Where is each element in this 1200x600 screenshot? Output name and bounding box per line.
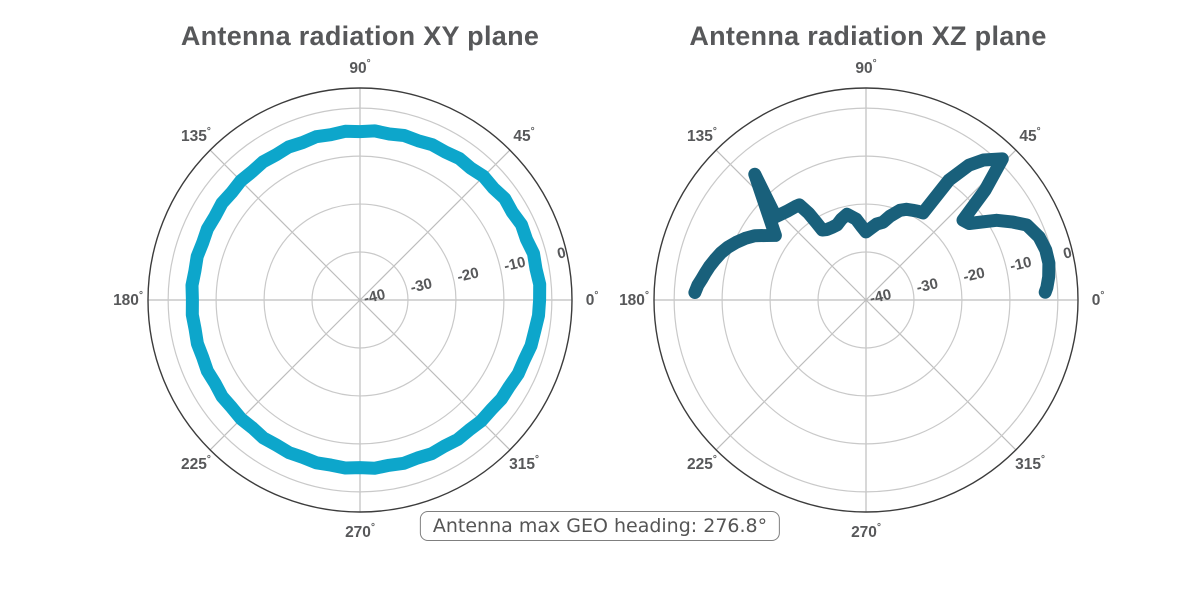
angle-gridline <box>715 149 867 301</box>
angle-tick-label: 315° <box>509 454 539 473</box>
radius-gridline <box>817 251 915 349</box>
radius-gridline <box>311 251 409 349</box>
angle-gridline <box>865 299 1017 451</box>
angle-tick-label: 180° <box>619 290 649 309</box>
angle-tick-label: 45° <box>1019 125 1040 144</box>
angle-gridline <box>209 149 361 301</box>
angle-tick-label: 225° <box>181 454 211 473</box>
xz-polar-plot: -40 -30 -20 -10 0 0° 45° 90° 135° 180° 225° 270° 315… <box>619 58 1104 541</box>
radius-gridline <box>263 203 457 397</box>
angle-gridline <box>209 299 361 451</box>
radial-tick-label: -30 <box>915 275 940 296</box>
radius-gridline <box>167 107 553 493</box>
angle-tick-label: 90° <box>349 58 370 77</box>
max-geo-heading-annotation: Antenna max GEO heading: 276.8° <box>419 511 781 541</box>
radial-tick-label: -20 <box>962 264 987 285</box>
radial-tick-label: -30 <box>409 275 434 296</box>
angle-gridline <box>359 299 511 451</box>
angle-tick-label: 0° <box>1092 290 1105 309</box>
angle-tick-label: 315° <box>1015 454 1045 473</box>
radius-gridline <box>721 155 1011 445</box>
angle-tick-label: 45° <box>513 125 534 144</box>
xy-gain-trace <box>185 124 547 475</box>
radial-tick-label: -20 <box>456 264 481 285</box>
angle-tick-label: 225° <box>687 454 717 473</box>
angle-tick-label: 180° <box>113 290 143 309</box>
radial-tick-label: 0 <box>556 244 568 262</box>
radial-tick-label: -40 <box>868 286 893 307</box>
radial-tick-label: -10 <box>1008 254 1033 275</box>
radius-gridline <box>215 155 505 445</box>
chart-title-xy-plane: Antenna radiation XY plane <box>180 21 540 51</box>
angle-tick-label: 90° <box>855 58 876 77</box>
radius-gridline <box>673 107 1059 493</box>
angle-gridline <box>715 299 867 451</box>
angle-tick-label: 135° <box>687 125 717 144</box>
xy-polar-plot: -40 -30 -20 -10 0 0° 45° 90° 135° 180° 225° 270° 315… <box>113 58 598 541</box>
radial-tick-label: 0 <box>1062 244 1074 262</box>
xz-gain-trace <box>688 152 1056 299</box>
chart-title-xz-plane: Antenna radiation XZ plane <box>689 21 1047 51</box>
angle-tick-label: 0° <box>586 290 599 309</box>
radial-tick-label: -40 <box>362 286 387 307</box>
angle-tick-label: 270° <box>851 522 881 541</box>
radius-gridline <box>769 203 963 397</box>
polar-spine <box>147 87 573 513</box>
angle-tick-label: 135° <box>181 125 211 144</box>
radial-tick-label: -10 <box>502 254 527 275</box>
polar-spine <box>653 87 1079 513</box>
angle-tick-label: 270° <box>345 522 375 541</box>
